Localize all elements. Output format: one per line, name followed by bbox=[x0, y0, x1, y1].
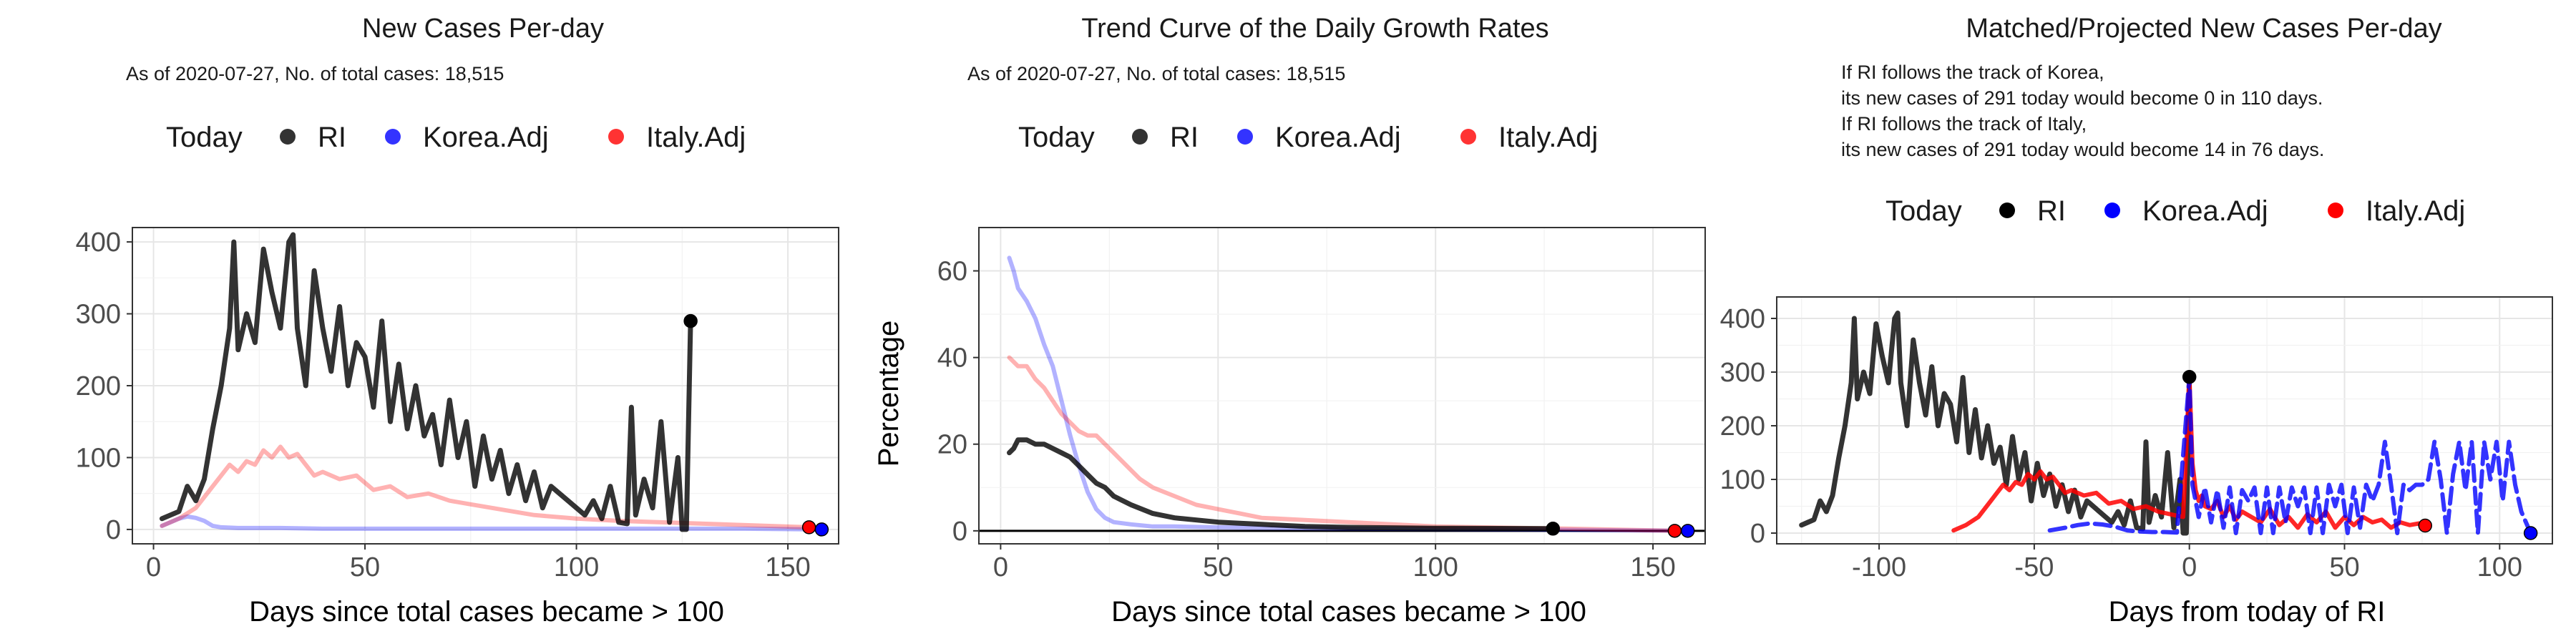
y-axis-label: Percentage bbox=[873, 321, 904, 467]
y-tick-label: 0 bbox=[106, 515, 121, 545]
x-tick-label: 0 bbox=[2182, 552, 2197, 582]
x-tick-label: 50 bbox=[2329, 552, 2359, 582]
chart-panel-matched-projected: Matched/Projected New Cases Per-day If R… bbox=[1720, 14, 2553, 628]
x-axis-label: Days from today of RI bbox=[2109, 596, 2386, 628]
chart-title: Matched/Projected New Cases Per-day bbox=[1966, 14, 2441, 44]
legend-label-italy-adj: Italy.Adj bbox=[646, 122, 746, 153]
y-tick-label: 0 bbox=[1750, 519, 1765, 549]
x-tick-label: 50 bbox=[1203, 552, 1233, 582]
legend-label-ri: RI bbox=[318, 122, 346, 153]
chart-panel-growth-rates: Trend Curve of the Daily Growth Rates As… bbox=[873, 14, 1706, 628]
chart-subtitle: As of 2020-07-27, No. of total cases: 18… bbox=[126, 63, 504, 84]
legend-title: Today bbox=[166, 122, 243, 153]
today-point-italy-adj bbox=[1667, 524, 1682, 538]
legend-key-italy-adj bbox=[1460, 129, 1476, 145]
y-tick-label: 200 bbox=[1720, 411, 1765, 441]
legend-key-italy-adj bbox=[2328, 203, 2343, 218]
legend-label-italy-adj: Italy.Adj bbox=[1498, 122, 1598, 153]
chart-subtitle-line: If RI follows the track of Korea, bbox=[1841, 62, 2104, 83]
x-tick-label: 100 bbox=[2477, 552, 2522, 582]
y-tick-label: 200 bbox=[76, 371, 121, 401]
y-tick-label: 60 bbox=[937, 257, 967, 287]
series-line-korea-adj bbox=[160, 514, 824, 532]
chart-subtitle-line: If RI follows the track of Italy, bbox=[1841, 113, 2087, 135]
today-point-korea-adj bbox=[814, 522, 829, 537]
legend-key-italy-adj bbox=[608, 129, 624, 145]
legend-key-ri bbox=[1132, 129, 1148, 145]
series-line-ri bbox=[159, 232, 693, 532]
y-tick-label: 100 bbox=[1720, 465, 1765, 495]
legend-label-ri: RI bbox=[1170, 122, 1199, 153]
today-point-ri bbox=[1546, 522, 1561, 536]
y-tick-label: 400 bbox=[1720, 304, 1765, 334]
x-tick-label: 50 bbox=[350, 552, 380, 582]
y-tick-label: 300 bbox=[1720, 358, 1765, 388]
legend-label-korea-adj: Korea.Adj bbox=[1275, 122, 1401, 153]
plot-area: 0 50 100 150 0 100 200 300 400 bbox=[76, 227, 839, 582]
x-tick-label: 100 bbox=[1413, 552, 1458, 582]
chart-panel-new-cases: New Cases Per-day As of 2020-07-27, No. … bbox=[76, 14, 839, 628]
chart-subtitle-line: its new cases of 291 today would become … bbox=[1841, 87, 2323, 109]
legend-label-ri: RI bbox=[2037, 195, 2066, 227]
x-tick-label: -100 bbox=[1852, 552, 1906, 582]
legend-label-korea-adj: Korea.Adj bbox=[423, 122, 549, 153]
y-tick-label: 0 bbox=[952, 517, 967, 547]
plot-area: 0 50 100 150 0 20 40 60 bbox=[937, 227, 1706, 582]
x-tick-label: -50 bbox=[2014, 552, 2054, 582]
series-line-ri bbox=[1799, 311, 2192, 536]
legend: Today RI Korea.Adj Italy.Adj bbox=[166, 122, 746, 153]
today-point-korea-adj bbox=[1680, 524, 1695, 538]
today-point-korea-adj bbox=[2523, 526, 2538, 540]
legend-title: Today bbox=[1018, 122, 1095, 153]
x-tick-label: 100 bbox=[554, 552, 599, 582]
legend-key-ri bbox=[280, 129, 296, 145]
legend-label-korea-adj: Korea.Adj bbox=[2142, 195, 2268, 227]
chart-title: New Cases Per-day bbox=[362, 14, 604, 44]
y-tick-label: 20 bbox=[937, 430, 967, 460]
y-tick-label: 40 bbox=[937, 343, 967, 374]
x-axis-label: Days since total cases became > 100 bbox=[249, 596, 724, 628]
series-line-ri bbox=[1007, 437, 1556, 532]
chart-title: Trend Curve of the Daily Growth Rates bbox=[1081, 14, 1548, 44]
legend-title: Today bbox=[1885, 195, 1962, 227]
plot-border bbox=[1776, 296, 2553, 545]
legend-key-ri bbox=[1999, 203, 2015, 218]
series-line-korea-adj bbox=[1007, 255, 1690, 533]
y-tick-label: 100 bbox=[76, 443, 121, 473]
legend: Today RI Korea.Adj Italy.Adj bbox=[1885, 195, 2465, 227]
today-point-italy-adj bbox=[2418, 518, 2432, 533]
x-tick-label: 150 bbox=[765, 552, 810, 582]
today-point-ri bbox=[2182, 370, 2197, 384]
y-tick-label: 400 bbox=[76, 228, 121, 258]
series-line-italy-adj bbox=[1951, 375, 2428, 533]
x-tick-label: 0 bbox=[993, 552, 1008, 582]
legend-key-korea-adj bbox=[385, 129, 401, 145]
y-tick-label: 300 bbox=[76, 300, 121, 330]
chart-subtitle-line: its new cases of 291 today would become … bbox=[1841, 139, 2324, 160]
x-axis-label: Days since total cases became > 100 bbox=[1111, 596, 1586, 628]
legend-key-korea-adj bbox=[1237, 129, 1253, 145]
series-line-italy-adj bbox=[1007, 355, 1677, 533]
x-tick-label: 0 bbox=[146, 552, 161, 582]
legend-key-korea-adj bbox=[2104, 203, 2120, 218]
plot-border bbox=[132, 227, 839, 545]
legend-label-italy-adj: Italy.Adj bbox=[2366, 195, 2465, 227]
plot-background bbox=[979, 228, 1705, 544]
series-line-italy-adj bbox=[160, 444, 811, 530]
today-point-ri bbox=[683, 313, 698, 328]
plot-area: -100 -50 0 50 100 0 100 200 300 400 bbox=[1720, 296, 2553, 582]
chart-subtitle: As of 2020-07-27, No. of total cases: 18… bbox=[967, 63, 1345, 84]
x-tick-label: 150 bbox=[1630, 552, 1675, 582]
legend: Today RI Korea.Adj Italy.Adj bbox=[1018, 122, 1598, 153]
plot-border bbox=[978, 227, 1706, 545]
today-point-italy-adj bbox=[801, 520, 816, 535]
